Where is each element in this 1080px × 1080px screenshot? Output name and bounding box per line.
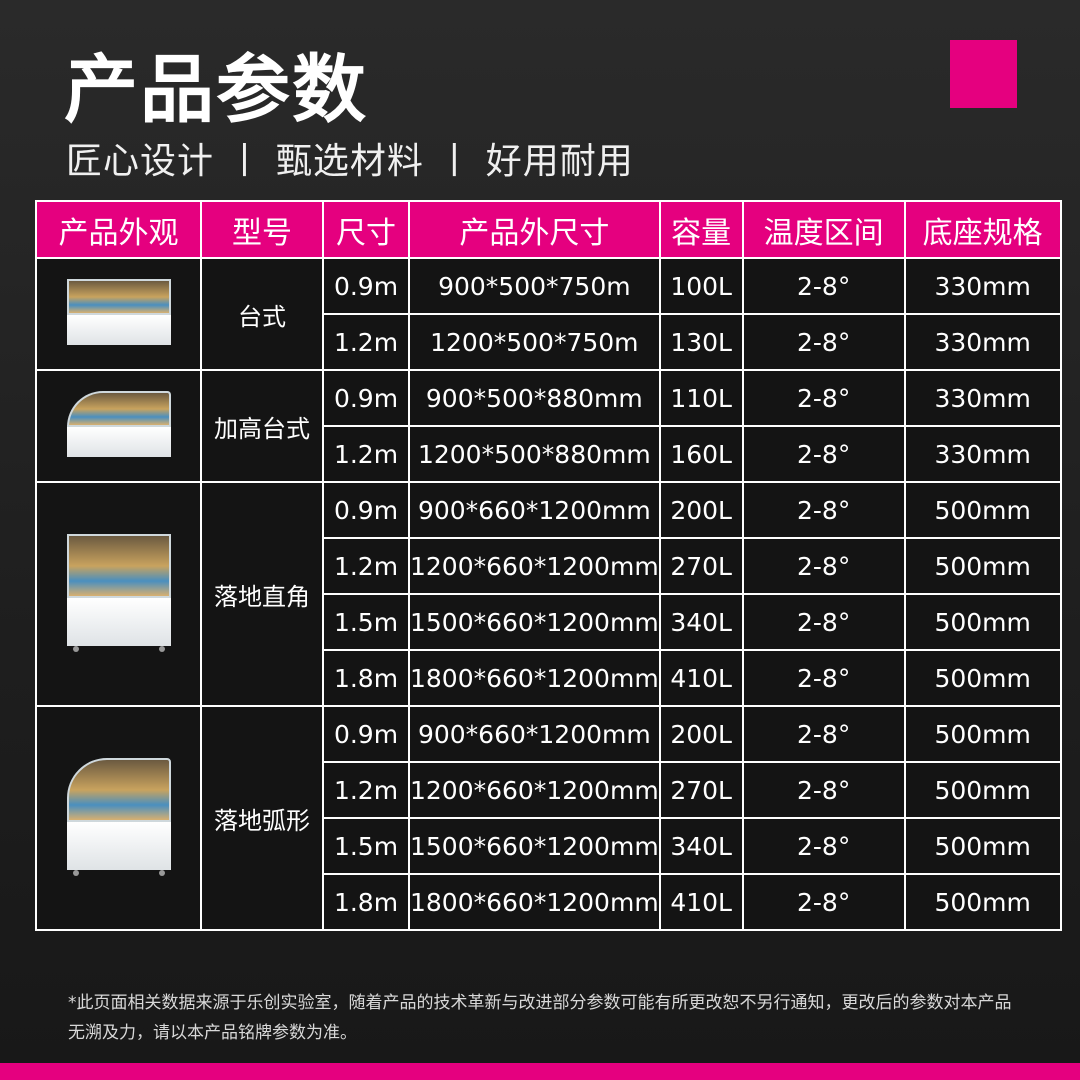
- capacity-cell: 270L: [658, 537, 744, 595]
- dims-cell: 900*500*750m: [408, 257, 661, 315]
- size-cell: 1.8m: [322, 649, 410, 707]
- product-image-cell: [35, 705, 202, 931]
- size-cell: 1.2m: [322, 425, 410, 483]
- table-row: 1.2m 1200*660*1200mm 270L 2-8° 500mm: [36, 537, 1062, 595]
- table-row: 1.8m 1800*660*1200mm 410L 2-8° 500mm: [36, 873, 1062, 931]
- model-cell: 台式: [200, 257, 324, 371]
- base-cell: 330mm: [903, 313, 1062, 371]
- temp-cell: 2-8°: [741, 649, 906, 707]
- column-header: 尺寸: [322, 200, 410, 259]
- dims-cell: 900*660*1200mm: [408, 481, 661, 539]
- dims-cell: 1500*660*1200mm: [408, 817, 661, 875]
- column-header: 容量: [658, 200, 744, 259]
- temp-cell: 2-8°: [741, 537, 906, 595]
- capacity-cell: 200L: [658, 481, 744, 539]
- column-header: 产品外尺寸: [408, 200, 661, 259]
- size-cell: 1.5m: [322, 817, 410, 875]
- table-row: 1.2m 1200*500*750m 130L 2-8° 330mm: [36, 313, 1062, 371]
- capacity-cell: 410L: [658, 649, 744, 707]
- temp-cell: 2-8°: [741, 369, 906, 427]
- table-row: 1.2m 1200*500*880mm 160L 2-8° 330mm: [36, 425, 1062, 483]
- size-cell: 0.9m: [322, 257, 410, 315]
- table-row: 1.2m 1200*660*1200mm 270L 2-8° 500mm: [36, 761, 1062, 819]
- temp-cell: 2-8°: [741, 481, 906, 539]
- dims-cell: 1200*500*750m: [408, 313, 661, 371]
- base-cell: 330mm: [903, 425, 1062, 483]
- base-cell: 500mm: [903, 649, 1062, 707]
- size-cell: 1.2m: [322, 313, 410, 371]
- column-header: 底座规格: [903, 200, 1062, 259]
- size-cell: 1.2m: [322, 537, 410, 595]
- model-cell: 落地直角: [200, 481, 324, 707]
- floor-square-display-case-image: [63, 534, 175, 654]
- capacity-cell: 270L: [658, 761, 744, 819]
- table-row: 1.5m 1500*660*1200mm 340L 2-8° 500mm: [36, 817, 1062, 875]
- dims-cell: 900*660*1200mm: [408, 705, 661, 763]
- dims-cell: 1200*500*880mm: [408, 425, 661, 483]
- accent-square: [950, 40, 1017, 108]
- size-cell: 1.2m: [322, 761, 410, 819]
- temp-cell: 2-8°: [741, 817, 906, 875]
- capacity-cell: 160L: [658, 425, 744, 483]
- product-image-cell: [35, 481, 202, 707]
- product-image-cell: [35, 369, 202, 483]
- size-cell: 0.9m: [322, 481, 410, 539]
- capacity-cell: 130L: [658, 313, 744, 371]
- temp-cell: 2-8°: [741, 425, 906, 483]
- product-image-cell: [35, 257, 202, 371]
- page-subtitle: 匠心设计 丨 甄选材料 丨 好用耐用: [66, 141, 634, 182]
- base-cell: 330mm: [903, 257, 1062, 315]
- size-cell: 1.5m: [322, 593, 410, 651]
- capacity-cell: 100L: [658, 257, 744, 315]
- base-cell: 500mm: [903, 481, 1062, 539]
- bottom-accent-bar: [0, 1063, 1080, 1080]
- base-cell: 330mm: [903, 369, 1062, 427]
- capacity-cell: 200L: [658, 705, 744, 763]
- capacity-cell: 410L: [658, 873, 744, 931]
- size-cell: 0.9m: [322, 705, 410, 763]
- base-cell: 500mm: [903, 873, 1062, 931]
- temp-cell: 2-8°: [741, 593, 906, 651]
- model-cell: 落地弧形: [200, 705, 324, 931]
- capacity-cell: 340L: [658, 817, 744, 875]
- dims-cell: 1800*660*1200mm: [408, 649, 661, 707]
- temp-cell: 2-8°: [741, 257, 906, 315]
- dims-cell: 1200*660*1200mm: [408, 761, 661, 819]
- dims-cell: 1500*660*1200mm: [408, 593, 661, 651]
- floor-curved-display-case-image: [63, 758, 175, 878]
- table-row: 台式 0.9m 900*500*750m 100L 2-8° 330mm: [35, 257, 1062, 371]
- base-cell: 500mm: [903, 537, 1062, 595]
- table-row: 1.8m 1800*660*1200mm 410L 2-8° 500mm: [36, 649, 1062, 707]
- capacity-cell: 110L: [658, 369, 744, 427]
- base-cell: 500mm: [903, 817, 1062, 875]
- dims-cell: 1800*660*1200mm: [408, 873, 661, 931]
- size-cell: 1.8m: [322, 873, 410, 931]
- temp-cell: 2-8°: [741, 873, 906, 931]
- temp-cell: 2-8°: [741, 761, 906, 819]
- base-cell: 500mm: [903, 593, 1062, 651]
- model-cell: 加高台式: [200, 369, 324, 483]
- table-row: 落地弧形 0.9m 900*660*1200mm 200L 2-8° 500mm: [35, 705, 1062, 931]
- table-row: 加高台式 0.9m 900*500*880mm 110L 2-8° 330mm: [35, 369, 1062, 483]
- countertop-square-display-case-image: [63, 279, 175, 349]
- spec-table: 产品外观 型号 尺寸 产品外尺寸 容量 温度区间 底座规格 台式 0.9m 900*500*75…: [35, 200, 1062, 931]
- temp-cell: 2-8°: [741, 705, 906, 763]
- base-cell: 500mm: [903, 705, 1062, 763]
- temp-cell: 2-8°: [741, 313, 906, 371]
- table-row: 1.5m 1500*660*1200mm 340L 2-8° 500mm: [36, 593, 1062, 651]
- size-cell: 0.9m: [322, 369, 410, 427]
- column-header: 型号: [200, 200, 324, 259]
- table-header-row: 产品外观 型号 尺寸 产品外尺寸 容量 温度区间 底座规格: [35, 200, 1062, 259]
- page-title: 产品参数: [64, 47, 368, 133]
- footnote: *此页面相关数据来源于乐创实验室，随着产品的技术革新与改进部分参数可能有所更改恕…: [68, 993, 1012, 1043]
- column-header: 产品外观: [35, 200, 202, 259]
- countertop-curved-display-case-image: [63, 391, 175, 461]
- dims-cell: 900*500*880mm: [408, 369, 661, 427]
- capacity-cell: 340L: [658, 593, 744, 651]
- table-row: 落地直角 0.9m 900*660*1200mm 200L 2-8° 500mm: [35, 481, 1062, 707]
- dims-cell: 1200*660*1200mm: [408, 537, 661, 595]
- base-cell: 500mm: [903, 761, 1062, 819]
- column-header: 温度区间: [741, 200, 906, 259]
